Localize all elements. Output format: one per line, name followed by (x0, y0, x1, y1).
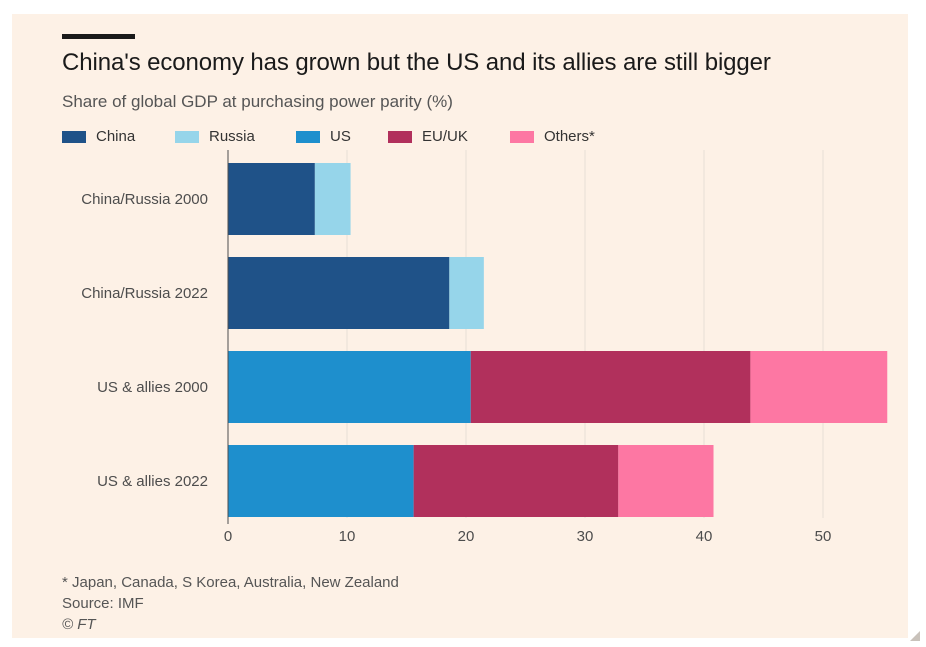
legend-label: China (96, 128, 136, 145)
bar-others (750, 351, 888, 423)
footnote: * Japan, Canada, S Korea, Australia, New… (62, 574, 399, 591)
x-tick-label: 10 (339, 528, 356, 545)
legend-swatch (175, 130, 199, 143)
x-tick-label: 20 (458, 528, 475, 545)
bar-others (618, 445, 714, 517)
chart-card: China's economy has grown but the US and… (12, 14, 908, 638)
bar-russia (449, 257, 484, 329)
x-tick-label: 30 (577, 528, 594, 545)
category-label: US & allies 2022 (97, 473, 208, 490)
category-label: China/Russia 2000 (81, 191, 208, 208)
chart-notes: * Japan, Canada, S Korea, Australia, New… (62, 572, 399, 635)
legend-item-others: Others* (510, 128, 595, 145)
category-label: US & allies 2000 (97, 379, 208, 396)
legend-swatch (510, 130, 534, 143)
chart-title: China's economy has grown but the US and… (62, 49, 771, 76)
bar-us (228, 445, 414, 517)
legend-label: US (330, 128, 351, 145)
bar-eu-uk (470, 351, 751, 423)
bar-eu-uk (413, 445, 619, 517)
bar-russia (314, 163, 351, 235)
legend-item-russia: Russia (175, 128, 255, 145)
legend-swatch (62, 130, 86, 143)
legend-item-china: China (62, 128, 135, 145)
legend-swatch (296, 130, 320, 143)
legend-label: Others* (544, 128, 595, 145)
category-label: China/Russia 2022 (81, 285, 208, 302)
legend-label: Russia (209, 128, 255, 145)
legend-swatch (388, 130, 412, 143)
resize-handle-icon (910, 631, 920, 641)
title-accent-bar (62, 34, 135, 39)
legend-item-us: US (296, 128, 351, 145)
x-tick-label: 40 (696, 528, 713, 545)
legend-label: EU/UK (422, 128, 468, 145)
source-note: Source: IMF (62, 595, 144, 612)
legend-item-eu-uk: EU/UK (388, 128, 468, 145)
bar-us (228, 351, 471, 423)
bar-china (228, 163, 315, 235)
x-tick-label: 50 (815, 528, 832, 545)
chart-subtitle: Share of global GDP at purchasing power … (62, 92, 453, 111)
copyright: © FT (62, 616, 96, 633)
bar-china (228, 257, 450, 329)
x-tick-label: 0 (224, 528, 232, 545)
